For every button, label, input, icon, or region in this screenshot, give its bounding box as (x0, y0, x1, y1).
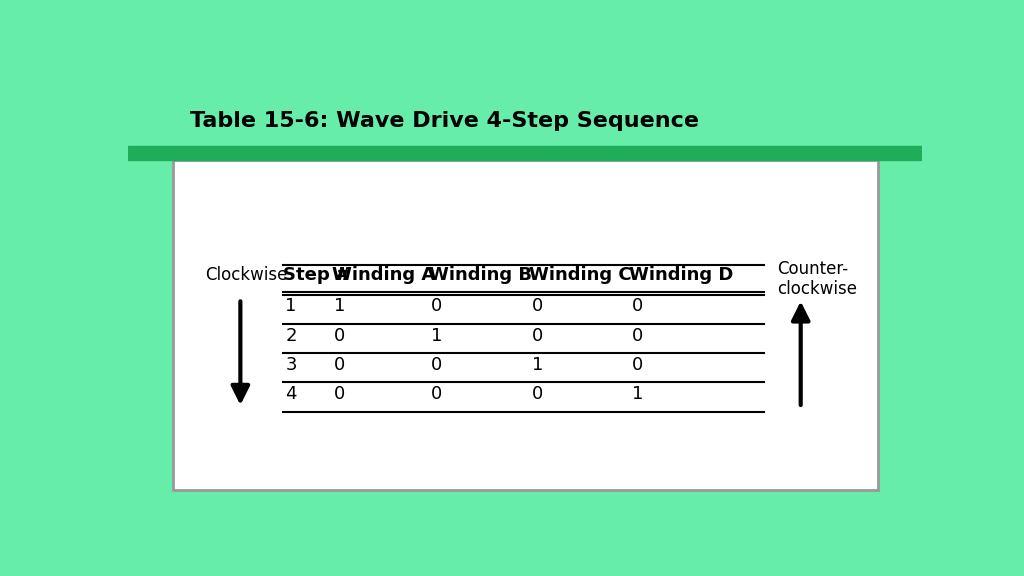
Text: Winding A: Winding A (332, 267, 435, 285)
Text: 1: 1 (431, 327, 442, 344)
Bar (173, 160, 879, 490)
Text: 0: 0 (531, 385, 543, 403)
Text: Table 15-6: Wave Drive 4-Step Sequence: Table 15-6: Wave Drive 4-Step Sequence (190, 112, 699, 131)
Text: 3: 3 (286, 356, 297, 374)
Text: Step #: Step # (283, 267, 351, 285)
Text: 0: 0 (431, 297, 442, 315)
Text: Clockwise: Clockwise (206, 267, 288, 285)
Text: 1: 1 (632, 385, 643, 403)
Text: 0: 0 (531, 327, 543, 344)
Text: Winding C: Winding C (529, 267, 632, 285)
Text: 1: 1 (286, 297, 297, 315)
Text: 0: 0 (334, 356, 345, 374)
Text: 0: 0 (431, 356, 442, 374)
Text: 0: 0 (632, 297, 643, 315)
Text: Winding B: Winding B (429, 267, 531, 285)
Text: Counter-: Counter- (777, 260, 849, 278)
Text: 0: 0 (334, 385, 345, 403)
Text: 0: 0 (531, 297, 543, 315)
Text: 0: 0 (632, 327, 643, 344)
Text: Winding D: Winding D (630, 267, 734, 285)
Text: 4: 4 (286, 385, 297, 403)
Bar (128, 146, 922, 160)
Text: 1: 1 (334, 297, 345, 315)
Text: 0: 0 (431, 385, 442, 403)
Text: 1: 1 (531, 356, 543, 374)
Text: 2: 2 (286, 327, 297, 344)
Text: 0: 0 (334, 327, 345, 344)
Text: 0: 0 (632, 356, 643, 374)
Text: clockwise: clockwise (777, 281, 857, 298)
